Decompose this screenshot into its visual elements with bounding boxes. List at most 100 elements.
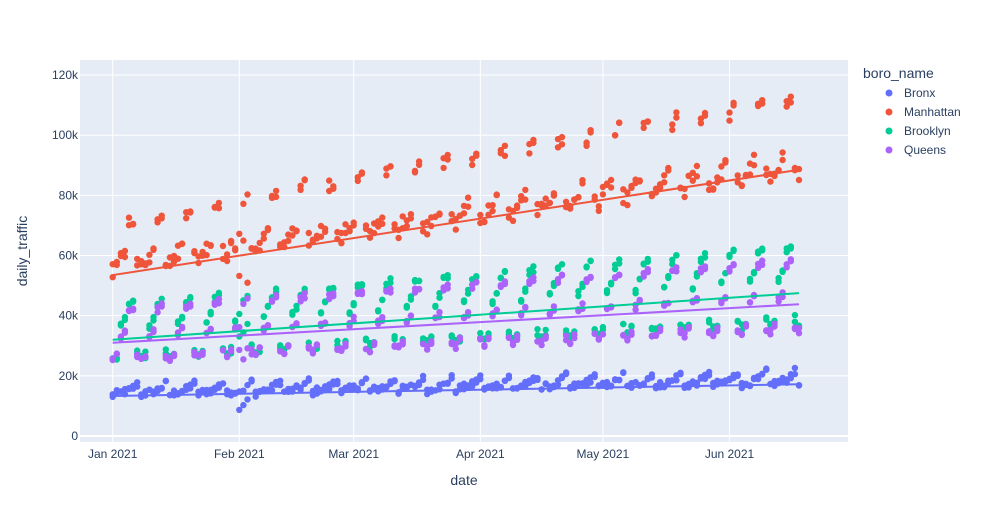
legend-label: Brooklyn xyxy=(904,124,951,138)
data-point xyxy=(763,165,770,172)
data-point xyxy=(227,239,235,247)
data-point xyxy=(285,343,292,350)
data-point xyxy=(240,387,247,394)
data-point xyxy=(791,364,799,372)
data-point xyxy=(244,381,251,389)
data-point xyxy=(522,186,529,194)
data-point xyxy=(289,232,296,239)
data-point xyxy=(469,161,476,169)
data-point xyxy=(277,342,284,349)
data-point xyxy=(411,167,419,175)
data-point xyxy=(644,266,651,273)
data-point xyxy=(518,296,525,304)
legend-item-bronx[interactable]: Bronx xyxy=(885,86,936,100)
data-point xyxy=(705,316,713,323)
legend[interactable]: boro_name Bronx Manhattan Brooklyn Queens xyxy=(863,65,961,157)
data-point xyxy=(424,231,431,238)
data-point xyxy=(256,239,263,247)
data-point xyxy=(142,353,149,361)
data-point xyxy=(252,393,259,400)
data-point xyxy=(632,286,639,294)
data-point xyxy=(187,385,194,392)
data-point xyxy=(219,347,227,354)
data-point xyxy=(603,289,611,297)
data-point xyxy=(248,341,255,348)
data-point xyxy=(358,281,366,288)
data-point xyxy=(207,242,214,249)
data-point xyxy=(391,333,398,340)
data-point xyxy=(620,369,627,377)
x-tick-label: Jan 2021 xyxy=(88,447,138,461)
data-point xyxy=(550,190,558,197)
data-point xyxy=(530,136,537,144)
data-point xyxy=(501,268,509,276)
data-point xyxy=(415,158,423,165)
data-point xyxy=(795,165,803,173)
data-point xyxy=(391,221,398,228)
data-point xyxy=(285,237,292,244)
data-point xyxy=(546,289,553,297)
data-point xyxy=(326,177,333,184)
data-point xyxy=(244,191,251,198)
data-point xyxy=(452,340,459,347)
data-point xyxy=(620,320,627,328)
data-point xyxy=(215,289,223,296)
data-point xyxy=(428,333,435,340)
data-point xyxy=(379,220,386,227)
data-point xyxy=(248,346,255,353)
legend-item-brooklyn[interactable]: Brooklyn xyxy=(885,124,951,138)
data-point xyxy=(656,325,664,332)
data-point xyxy=(489,300,496,308)
data-point xyxy=(481,218,488,226)
data-point xyxy=(227,348,235,355)
data-point xyxy=(415,277,423,285)
data-point xyxy=(554,265,562,272)
trendline-queens xyxy=(112,303,800,344)
data-point xyxy=(354,177,361,185)
legend-label: Queens xyxy=(904,143,946,157)
data-point xyxy=(362,335,370,342)
data-point xyxy=(244,396,251,403)
data-point xyxy=(554,381,562,388)
data-point xyxy=(738,182,745,189)
data-point xyxy=(775,298,782,305)
data-point xyxy=(616,271,623,278)
data-point xyxy=(652,331,660,338)
data-point xyxy=(223,257,231,265)
data-point xyxy=(493,191,500,198)
data-point xyxy=(673,109,680,116)
data-point xyxy=(354,385,361,392)
data-point xyxy=(379,314,386,321)
data-point xyxy=(129,298,137,305)
data-point xyxy=(350,313,357,320)
legend-item-manhattan[interactable]: Manhattan xyxy=(885,105,961,119)
data-point xyxy=(460,210,468,217)
data-point xyxy=(362,375,370,382)
data-point xyxy=(767,331,774,338)
data-point xyxy=(387,163,394,170)
data-point xyxy=(616,260,623,267)
data-point xyxy=(440,164,447,172)
data-point xyxy=(636,178,643,185)
data-point xyxy=(562,198,570,205)
data-point xyxy=(522,304,529,312)
data-point xyxy=(387,279,394,287)
data-point xyxy=(493,289,500,297)
data-point xyxy=(268,387,276,394)
data-point xyxy=(317,310,325,317)
data-point xyxy=(501,142,509,149)
data-point xyxy=(750,162,758,169)
data-point xyxy=(509,341,517,349)
data-point xyxy=(272,285,280,292)
data-point xyxy=(305,377,312,384)
legend-item-queens[interactable]: Queens xyxy=(885,143,947,157)
data-point xyxy=(562,370,570,378)
data-point xyxy=(595,207,602,214)
data-point xyxy=(391,378,398,385)
data-point xyxy=(473,279,480,286)
data-point xyxy=(444,380,451,387)
data-point xyxy=(726,251,733,259)
data-point xyxy=(726,117,733,124)
data-point xyxy=(485,334,492,341)
series-manhattan xyxy=(109,93,803,286)
